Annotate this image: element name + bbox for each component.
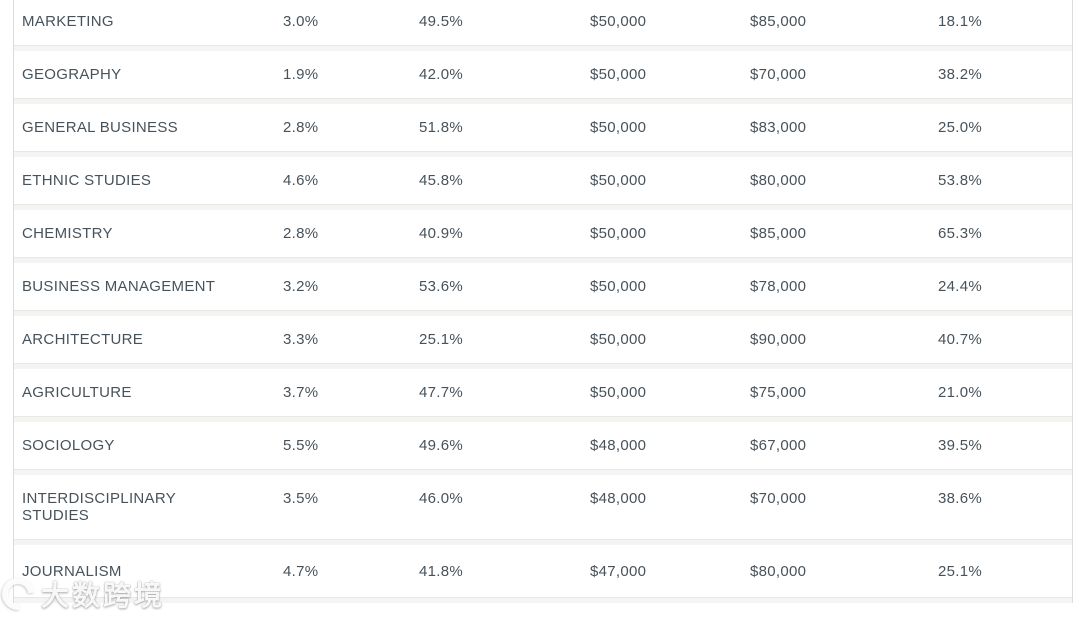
- value-cell: 25.1%: [419, 331, 464, 348]
- value-cell: 41.8%: [419, 563, 464, 580]
- value-cell: 3.7%: [283, 384, 319, 401]
- major-name: BUSINESS MANAGEMENT: [22, 278, 216, 295]
- value-cell: 21.0%: [938, 384, 983, 401]
- value-cell: $85,000: [750, 225, 807, 242]
- major-name: AGRICULTURE: [22, 384, 132, 401]
- value-cell: 39.5%: [938, 437, 983, 454]
- value-cell: 38.2%: [938, 66, 983, 83]
- major-name: ARCHITECTURE: [22, 331, 144, 348]
- value-cell: $50,000: [590, 278, 647, 295]
- value-cell: $50,000: [590, 119, 647, 136]
- value-cell: 2.8%: [283, 119, 319, 136]
- value-cell: 5.5%: [283, 437, 319, 454]
- table-row: JOURNALISM 4.7% 41.8% $47,000 $80,000 25.1%: [14, 545, 1072, 597]
- major-name-cell: JOURNALISM: [22, 563, 283, 580]
- value-cell: 46.0%: [419, 490, 464, 507]
- table-row: ARCHITECTURE 3.3% 25.1% $50,000 $90,000 40.7%: [14, 316, 1072, 363]
- value-cell: $78,000: [750, 278, 807, 295]
- value-cell: 18.1%: [938, 13, 983, 30]
- table-row: AGRICULTURE 3.7% 47.7% $50,000 $75,000 21.0%: [14, 369, 1072, 416]
- value-cell: 3.5%: [283, 490, 319, 507]
- value-cell: $70,000: [750, 66, 807, 83]
- value-cell: $70,000: [750, 490, 807, 507]
- value-cell: 53.6%: [419, 278, 464, 295]
- major-name-cell: MARKETING: [22, 13, 283, 30]
- value-cell: $48,000: [590, 437, 647, 454]
- majors-table: MARKETING 3.0% 49.5% $50,000 $85,000 18.1% GEO…: [13, 0, 1073, 603]
- table-row: BUSINESS MANAGEMENT 3.2% 53.6% $50,000 $78,0…: [14, 263, 1072, 310]
- value-cell: 40.9%: [419, 225, 464, 242]
- major-name: ETHNIC STUDIES: [22, 172, 152, 189]
- table-row: MARKETING 3.0% 49.5% $50,000 $85,000 18.1%: [14, 0, 1072, 45]
- value-cell: 3.0%: [283, 13, 319, 30]
- value-cell: $50,000: [590, 384, 647, 401]
- major-name: GENERAL BUSINESS: [22, 119, 178, 136]
- value-cell: 4.6%: [283, 172, 319, 189]
- value-cell: $50,000: [590, 172, 647, 189]
- major-name: MARKETING: [22, 13, 114, 30]
- major-name: SOCIOLOGY: [22, 437, 115, 454]
- major-name-cell: ARCHITECTURE: [22, 331, 283, 348]
- value-cell: 45.8%: [419, 172, 464, 189]
- value-cell: $83,000: [750, 119, 807, 136]
- value-cell: $85,000: [750, 13, 807, 30]
- value-cell: $50,000: [590, 225, 647, 242]
- value-cell: 49.5%: [419, 13, 464, 30]
- value-cell: 2.8%: [283, 225, 319, 242]
- value-cell: 24.4%: [938, 278, 983, 295]
- value-cell: 3.2%: [283, 278, 319, 295]
- value-cell: 53.8%: [938, 172, 983, 189]
- major-name-cell: ETHNIC STUDIES: [22, 172, 283, 189]
- table-row: CHEMISTRY 2.8% 40.9% $50,000 $85,000 65.3%: [14, 210, 1072, 257]
- value-cell: 25.0%: [938, 119, 983, 136]
- value-cell: 42.0%: [419, 66, 464, 83]
- value-cell: $47,000: [590, 563, 647, 580]
- value-cell: 25.1%: [938, 563, 983, 580]
- value-cell: $50,000: [590, 331, 647, 348]
- value-cell: 65.3%: [938, 225, 983, 242]
- major-name: JOURNALISM: [22, 563, 122, 580]
- major-name-cell: GENERAL BUSINESS: [22, 119, 283, 136]
- value-cell: 40.7%: [938, 331, 983, 348]
- value-cell: $50,000: [590, 13, 647, 30]
- table-row: GEOGRAPHY 1.9% 42.0% $50,000 $70,000 38.2%: [14, 51, 1072, 98]
- value-cell: $75,000: [750, 384, 807, 401]
- major-name: GEOGRAPHY: [22, 66, 122, 83]
- major-name-cell: GEOGRAPHY: [22, 66, 283, 83]
- value-cell: 4.7%: [283, 563, 319, 580]
- value-cell: 1.9%: [283, 66, 319, 83]
- value-cell: 3.3%: [283, 331, 319, 348]
- table-row: SOCIOLOGY 5.5% 49.6% $48,000 $67,000 39.5%: [14, 422, 1072, 469]
- major-name: CHEMISTRY: [22, 225, 113, 242]
- major-name: INTERDISCIPLINARY STUDIES: [22, 490, 176, 524]
- value-cell: 47.7%: [419, 384, 464, 401]
- major-name-cell: INTERDISCIPLINARY STUDIES: [22, 490, 283, 524]
- value-cell: $67,000: [750, 437, 807, 454]
- table-row: INTERDISCIPLINARY STUDIES 3.5% 46.0% $48,00…: [14, 475, 1072, 539]
- value-cell: $48,000: [590, 490, 647, 507]
- value-cell: $80,000: [750, 563, 807, 580]
- value-cell: 49.6%: [419, 437, 464, 454]
- table-row: GENERAL BUSINESS 2.8% 51.8% $50,000 $83,000 2…: [14, 104, 1072, 151]
- value-cell: $90,000: [750, 331, 807, 348]
- major-name-cell: AGRICULTURE: [22, 384, 283, 401]
- value-cell: 51.8%: [419, 119, 464, 136]
- major-name-cell: CHEMISTRY: [22, 225, 283, 242]
- major-name-cell: BUSINESS MANAGEMENT: [22, 278, 283, 295]
- table-row: ETHNIC STUDIES 4.6% 45.8% $50,000 $80,000 53.…: [14, 157, 1072, 204]
- value-cell: $50,000: [590, 66, 647, 83]
- value-cell: $80,000: [750, 172, 807, 189]
- value-cell: 38.6%: [938, 490, 983, 507]
- major-name-cell: SOCIOLOGY: [22, 437, 283, 454]
